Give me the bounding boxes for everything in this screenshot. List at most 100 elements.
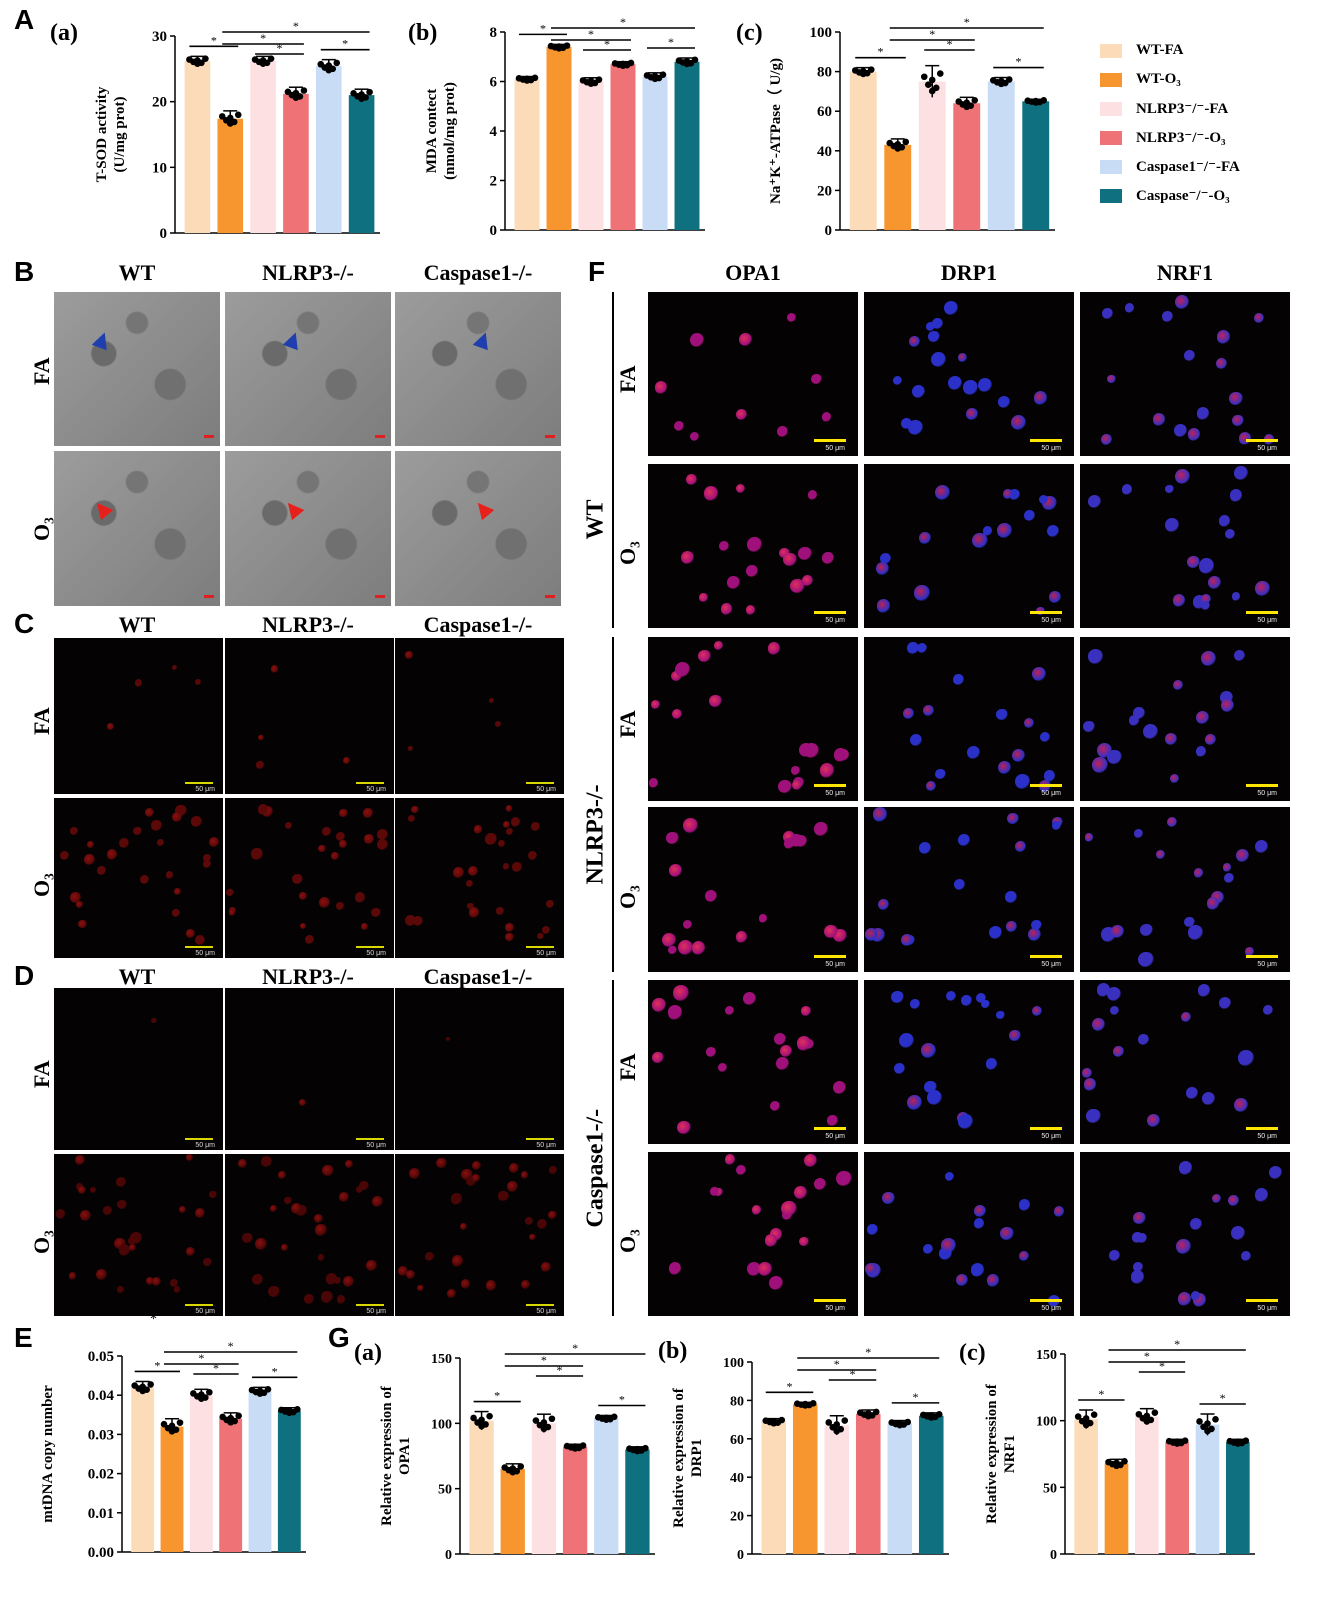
row-label: FA (615, 710, 640, 738)
cell (1137, 1034, 1149, 1045)
y-axis-label: Relative expression of (984, 1383, 1000, 1524)
cell (811, 373, 822, 385)
cell (893, 375, 903, 385)
cell (150, 1017, 157, 1024)
row-label: O₃ (615, 541, 640, 565)
cell (1189, 1217, 1203, 1231)
y-tick-label: 0.02 (88, 1467, 114, 1483)
cell (833, 1081, 847, 1095)
scale-label: 50 μm (1041, 1133, 1061, 1140)
fluorescence-image: 50 μm (54, 798, 223, 958)
cell (103, 1206, 113, 1215)
scale-label: 50 μm (1041, 617, 1061, 624)
scale-label: 50 μm (536, 1142, 556, 1149)
scale-bar (375, 595, 385, 598)
significance-star: * (1220, 1391, 1226, 1405)
cell (335, 902, 344, 911)
row-label: O₃ (615, 884, 640, 909)
tem-image (54, 292, 220, 446)
subplot-label: (c) (959, 1340, 986, 1366)
fluorescence-image: 50 μm (54, 988, 223, 1150)
scale-bar (1246, 611, 1278, 614)
significance-star: * (947, 37, 953, 51)
data-point (928, 87, 936, 95)
cell (1108, 1250, 1120, 1262)
legend-swatch (1100, 130, 1122, 145)
y-axis-label: T-SOD activity (94, 86, 110, 182)
cell (689, 431, 700, 442)
cell (1184, 349, 1196, 361)
cell (467, 865, 479, 877)
y-tick-label: 40 (817, 144, 832, 160)
row-label: FA (29, 1060, 54, 1088)
data-point (292, 94, 300, 102)
cell (983, 526, 993, 536)
cell (923, 705, 935, 717)
cell (714, 641, 724, 650)
cell (1193, 867, 1204, 878)
bar (1074, 1419, 1098, 1554)
data-point (659, 71, 667, 78)
cell (471, 1174, 480, 1182)
panel-label-g: G (328, 1322, 350, 1353)
bar (918, 81, 946, 230)
cell (1219, 515, 1231, 527)
cell (1140, 923, 1153, 936)
scale-bar (1246, 955, 1278, 958)
scale-label: 50 μm (825, 445, 845, 452)
cell (1186, 555, 1200, 569)
cell (179, 1205, 187, 1213)
cell (943, 301, 958, 315)
cell (966, 408, 979, 421)
cell (74, 1154, 85, 1165)
cell (872, 807, 888, 822)
cell (1200, 593, 1212, 604)
data-point (523, 77, 531, 84)
cell (1003, 489, 1014, 499)
bar (625, 1449, 650, 1554)
y-tick-label: 6 (490, 75, 498, 91)
chart-g-c: 0 50 100 150 Relative expression of NRF1 (c) * *… (959, 1340, 1255, 1563)
cell (1186, 1086, 1198, 1099)
legend-item: WT-FA (1100, 36, 1240, 65)
significance-star: * (1144, 1349, 1150, 1363)
cell (736, 1164, 747, 1175)
bar (849, 71, 877, 230)
scale-label: 50 μm (1257, 617, 1277, 624)
cell (807, 490, 817, 500)
cell (473, 825, 483, 834)
cell (1180, 1012, 1191, 1023)
cell (778, 779, 792, 794)
fluorescence-image: 50 μm (1080, 464, 1290, 628)
cell (908, 336, 920, 348)
cell (465, 1175, 476, 1186)
scale-bar (185, 782, 213, 784)
cell (916, 642, 927, 654)
cell (799, 1237, 809, 1247)
panel-label-b: B (14, 256, 35, 287)
cell (364, 833, 375, 844)
scale-bar (814, 1299, 846, 1302)
cell (171, 811, 183, 823)
cell (284, 1196, 293, 1205)
cell (1000, 1227, 1014, 1241)
cell (907, 1095, 922, 1110)
cell (1225, 529, 1236, 540)
bar (1104, 1463, 1129, 1554)
cell (1010, 415, 1026, 431)
data-point (286, 1409, 293, 1417)
cell (525, 1216, 534, 1225)
bar (500, 1469, 525, 1554)
scale-bar (1246, 784, 1278, 787)
significance-star: * (342, 37, 348, 51)
cell (60, 850, 70, 860)
data-point (571, 1445, 579, 1452)
cell (1215, 357, 1227, 369)
cell (1174, 295, 1189, 310)
bar (824, 1425, 850, 1554)
data-point (206, 1388, 213, 1396)
legend-item: NLRP3⁻/⁻-FA (1100, 94, 1240, 123)
data-point (809, 1399, 817, 1407)
scale-bar (526, 946, 554, 948)
cell (899, 1032, 915, 1048)
